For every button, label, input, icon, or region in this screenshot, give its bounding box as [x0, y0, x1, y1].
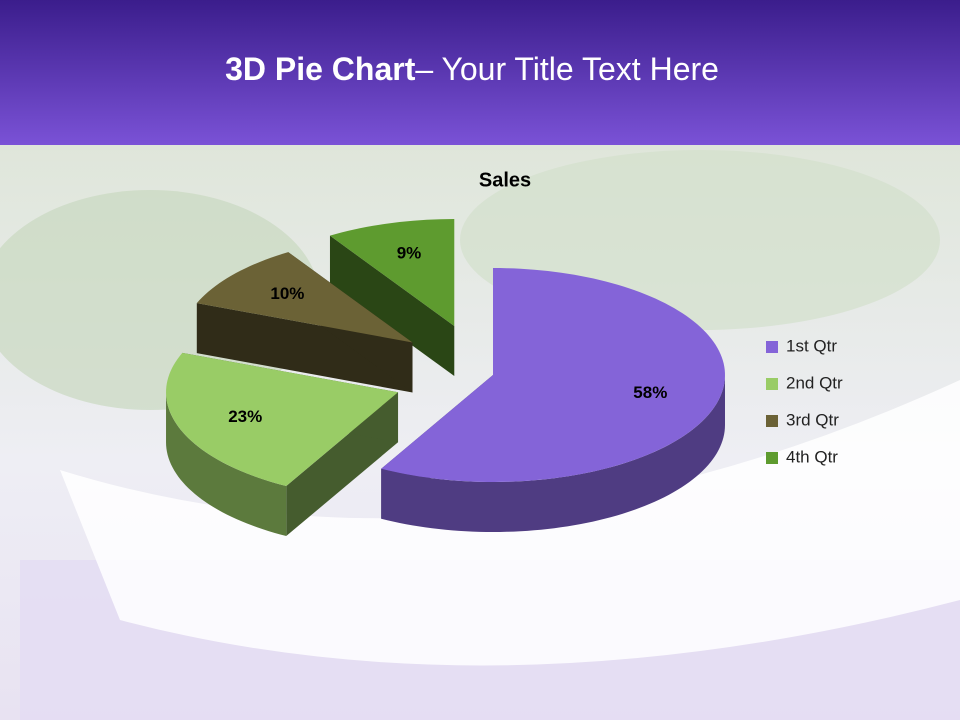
legend-label: 4th Qtr	[786, 447, 838, 466]
slice-wall	[329, 235, 455, 377]
slice-wall	[196, 303, 413, 393]
legend: 1st Qtr 2nd Qtr 3rd Qtr 4th Qtr	[766, 336, 843, 466]
legend-swatch	[766, 341, 778, 353]
data-label: 23%	[228, 407, 262, 426]
legend-label: 3rd Qtr	[786, 410, 839, 429]
slice-side	[166, 392, 287, 537]
slice	[329, 219, 455, 327]
slice	[381, 268, 725, 482]
slide-title: 3D Pie Chart– Your Title Text Here	[225, 51, 719, 87]
pie: 9% 10% 58% 23%	[166, 219, 725, 537]
data-label: 10%	[270, 284, 304, 303]
slide-title-rest: – Your Title Text Here	[415, 51, 719, 87]
slide-title-bold: 3D Pie Chart	[225, 51, 416, 87]
legend-swatch	[766, 415, 778, 427]
legend-label: 2nd Qtr	[786, 373, 843, 392]
legend-swatch	[766, 378, 778, 390]
chart-title: Sales	[479, 169, 531, 191]
slice	[166, 352, 399, 487]
legend-label: 1st Qtr	[786, 336, 837, 355]
legend-swatch	[766, 452, 778, 464]
data-label: 9%	[397, 244, 422, 263]
header	[0, 0, 960, 145]
data-label: 58%	[633, 383, 667, 402]
slice-side	[381, 375, 725, 532]
slice	[196, 252, 413, 343]
